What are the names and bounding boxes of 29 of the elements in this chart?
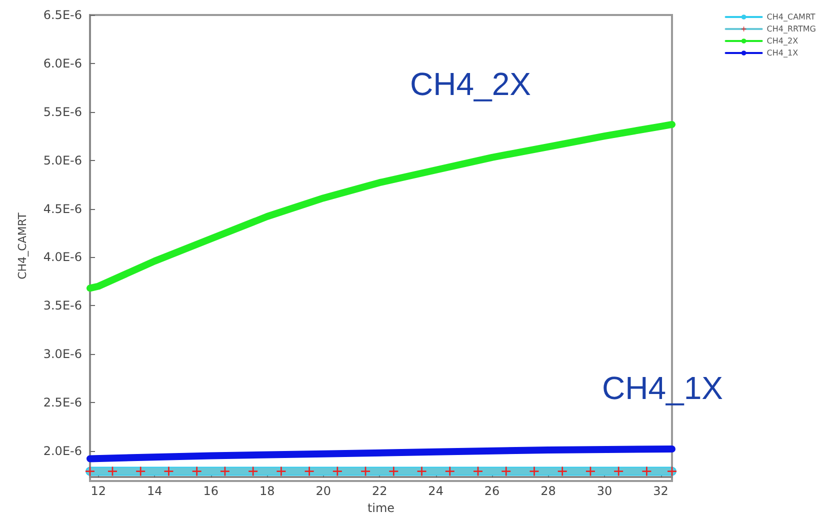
y-tick-label: 6.0E-6 bbox=[43, 56, 82, 70]
x-tick-label: 14 bbox=[147, 484, 162, 498]
y-axis-title: CH4_CAMRT bbox=[16, 212, 29, 280]
y-tick-label: 5.0E-6 bbox=[43, 153, 82, 168]
legend-label: CH4_CAMRT bbox=[766, 12, 816, 22]
y-tick-label: 5.5E-6 bbox=[43, 104, 82, 119]
x-tick-label: 12 bbox=[90, 484, 106, 498]
y-tick-label: 3.5E-6 bbox=[43, 298, 82, 313]
annotation: CH4_2X bbox=[410, 66, 531, 102]
y-tick-label: 2.5E-6 bbox=[43, 396, 82, 410]
x-tick-label: 18 bbox=[259, 484, 275, 498]
x-axis-title: time bbox=[367, 501, 395, 515]
y-tick-label: 4.5E-6 bbox=[43, 202, 82, 216]
y-tick-label: 2.0E-6 bbox=[43, 444, 82, 458]
legend-label: CH4_1X bbox=[766, 48, 799, 58]
legend-label: CH4_RRTMG bbox=[766, 24, 816, 34]
y-tick-label: 6.5E-6 bbox=[43, 8, 82, 22]
x-tick-label: 24 bbox=[428, 484, 444, 498]
x-tick-label: 20 bbox=[316, 484, 332, 498]
legend-label: CH4_2X bbox=[766, 36, 799, 46]
y-tick-label: 4.0E-6 bbox=[43, 250, 82, 264]
x-tick-label: 26 bbox=[484, 484, 500, 498]
x-tick-label: 30 bbox=[596, 484, 612, 498]
x-tick-label: 28 bbox=[540, 484, 556, 498]
x-tick-label: 22 bbox=[372, 484, 388, 498]
y-tick-label: 3.0E-6 bbox=[43, 347, 82, 362]
x-tick-label: 16 bbox=[203, 484, 219, 498]
annotation: CH4_1X bbox=[602, 370, 723, 406]
x-tick-label: 32 bbox=[653, 484, 668, 498]
